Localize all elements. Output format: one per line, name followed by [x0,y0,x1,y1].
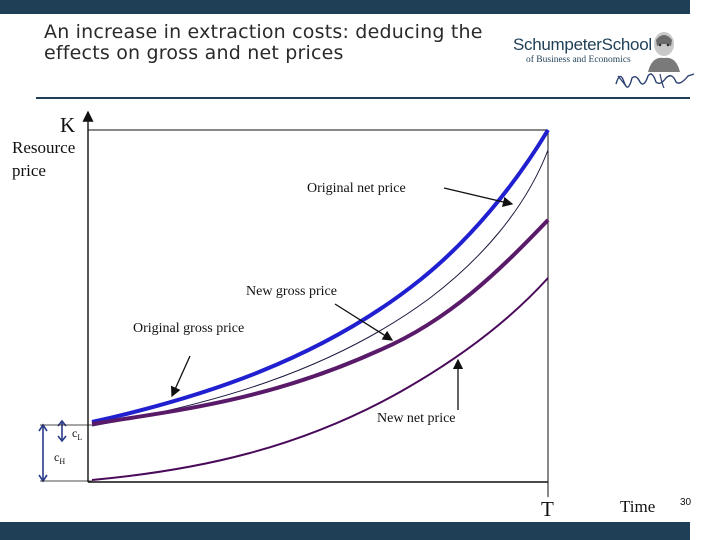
bottom-corner [690,522,720,540]
header-divider [36,97,690,99]
school-logo: SchumpeterSchool of Business and Economi… [510,28,700,94]
x-axis-label: Time [620,497,656,516]
new-gross-price-curve [91,218,550,426]
signature-icon [615,73,695,89]
logo-subtitle: of Business and Economics [526,55,631,65]
y-axis-label: Resource price [12,138,76,180]
new-gross-price-label: New gross price [246,284,337,299]
cost-low-label: cL [72,426,83,442]
x-axis-letter: T [541,497,554,521]
original-gross-price-label: Original gross price [133,321,245,336]
original-net-arrow [443,187,514,207]
original-gross-price-curve [91,128,550,424]
cost-high-label: cH [54,450,66,466]
title-area: An increase in extraction costs: deducin… [36,14,506,94]
slide-title: An increase in extraction costs: deducin… [44,21,483,64]
new-net-price-curve [91,277,549,481]
y-axis-letter: K [60,113,76,137]
page-number: 30 [680,497,692,508]
new-gross-arrow [334,303,394,341]
top-bar [0,0,690,14]
bottom-bar [0,522,690,540]
new-net-price-label: New net price [377,411,456,426]
portrait-icon [648,32,680,72]
original-gross-arrow [170,355,191,398]
original-net-price-curve [91,149,549,427]
original-net-price-label: Original net price [307,181,406,196]
logo-name: SchumpeterSchool [513,35,652,54]
